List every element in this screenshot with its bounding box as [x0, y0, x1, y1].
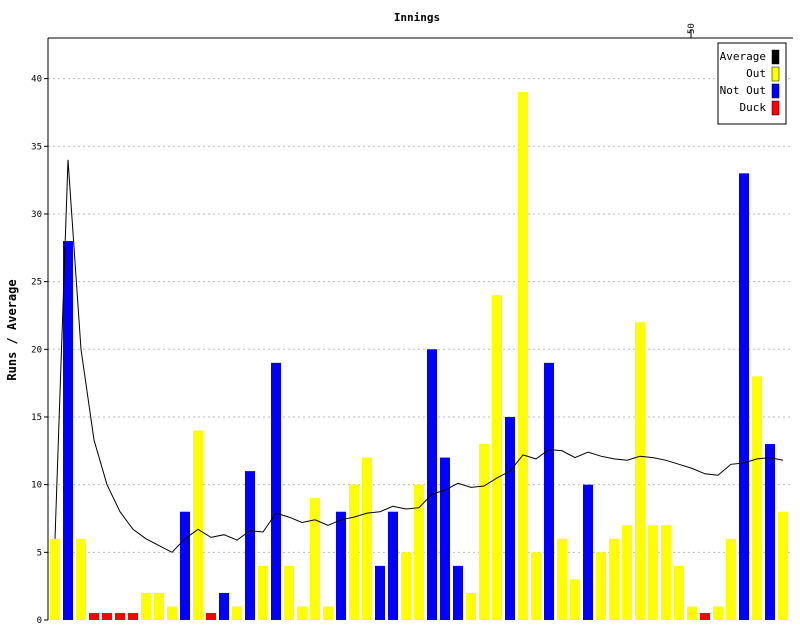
bar-out [648, 525, 658, 620]
bar-out [349, 484, 359, 620]
bar-not-out [375, 565, 385, 620]
bar-out [362, 457, 372, 620]
bar-duck [206, 613, 216, 620]
bar-out [466, 592, 476, 620]
bar-out [778, 511, 788, 620]
legend-swatch [771, 100, 780, 116]
bar-not-out [544, 362, 554, 620]
bar-duck [115, 613, 125, 620]
bar-not-out [245, 471, 255, 620]
average-line [54, 159, 784, 553]
bar-out [713, 606, 723, 620]
bar-out [661, 525, 671, 620]
bar-out [141, 592, 151, 620]
y-tick-label: 5 [37, 548, 42, 558]
y-ticks: 0 5 10 15 20 25 30 35 40 [31, 75, 48, 626]
chart-title: Innings [394, 11, 440, 24]
legend-label: Average [720, 50, 766, 63]
bar-not-out [271, 362, 281, 620]
bars [50, 92, 788, 621]
bar-out [570, 579, 580, 620]
bar-not-out [180, 511, 190, 620]
bar-not-out [453, 565, 463, 620]
bar-out [531, 552, 541, 620]
bar-out [310, 498, 320, 620]
x-tick-label: 50 [687, 23, 697, 34]
bar-not-out [765, 444, 775, 620]
legend-swatch [771, 49, 780, 65]
y-tick-label: 15 [31, 413, 42, 423]
bar-out [401, 552, 411, 620]
y-tick-label: 0 [37, 616, 42, 626]
bar-out [414, 484, 424, 620]
legend-label: Out [746, 67, 766, 80]
bar-out [284, 565, 294, 620]
bar-out [154, 592, 164, 620]
x-ticks: 50 [687, 23, 697, 38]
gridlines [48, 78, 793, 553]
bar-out [622, 525, 632, 620]
bar-out [752, 376, 762, 620]
bar-out [258, 565, 268, 620]
bar-out [596, 552, 606, 620]
legend-label: Duck [740, 101, 767, 114]
bar-not-out [505, 416, 515, 620]
bar-out [674, 565, 684, 620]
bar-not-out [336, 511, 346, 620]
y-axis-label: Runs / Average [5, 279, 19, 380]
y-tick-label: 40 [31, 75, 42, 85]
bar-not-out [583, 484, 593, 620]
bar-not-out [219, 592, 229, 620]
bar-out [635, 322, 645, 620]
bar-not-out [63, 241, 73, 620]
bar-out [479, 444, 489, 620]
y-tick-label: 10 [31, 481, 42, 491]
bar-not-out [427, 349, 437, 620]
bar-not-out [388, 511, 398, 620]
bar-out [518, 92, 528, 621]
bar-out [492, 295, 502, 620]
bar-out [193, 430, 203, 620]
bar-not-out [440, 457, 450, 620]
bar-out [557, 538, 567, 620]
bar-not-out [739, 173, 749, 621]
axes [47, 37, 793, 620]
y-tick-label: 20 [31, 345, 42, 355]
legend-swatch [771, 66, 780, 82]
bar-out [297, 606, 307, 620]
bar-out [726, 538, 736, 620]
bar-out [323, 606, 333, 620]
y-tick-label: 35 [31, 142, 42, 152]
y-tick-label: 25 [31, 278, 42, 288]
bar-duck [102, 613, 112, 620]
y-tick-label: 30 [31, 210, 42, 220]
bar-out [167, 606, 177, 620]
bar-out [50, 538, 60, 620]
bar-out [76, 538, 86, 620]
bar-out [687, 606, 697, 620]
legend-swatch [771, 83, 780, 99]
bar-duck [128, 613, 138, 620]
bar-out [232, 606, 242, 620]
legend: Average Out Not Out Duck [717, 42, 787, 125]
bar-out [609, 538, 619, 620]
bar-duck [700, 613, 710, 620]
bar-duck [89, 613, 99, 620]
legend-label: Not Out [720, 84, 766, 97]
